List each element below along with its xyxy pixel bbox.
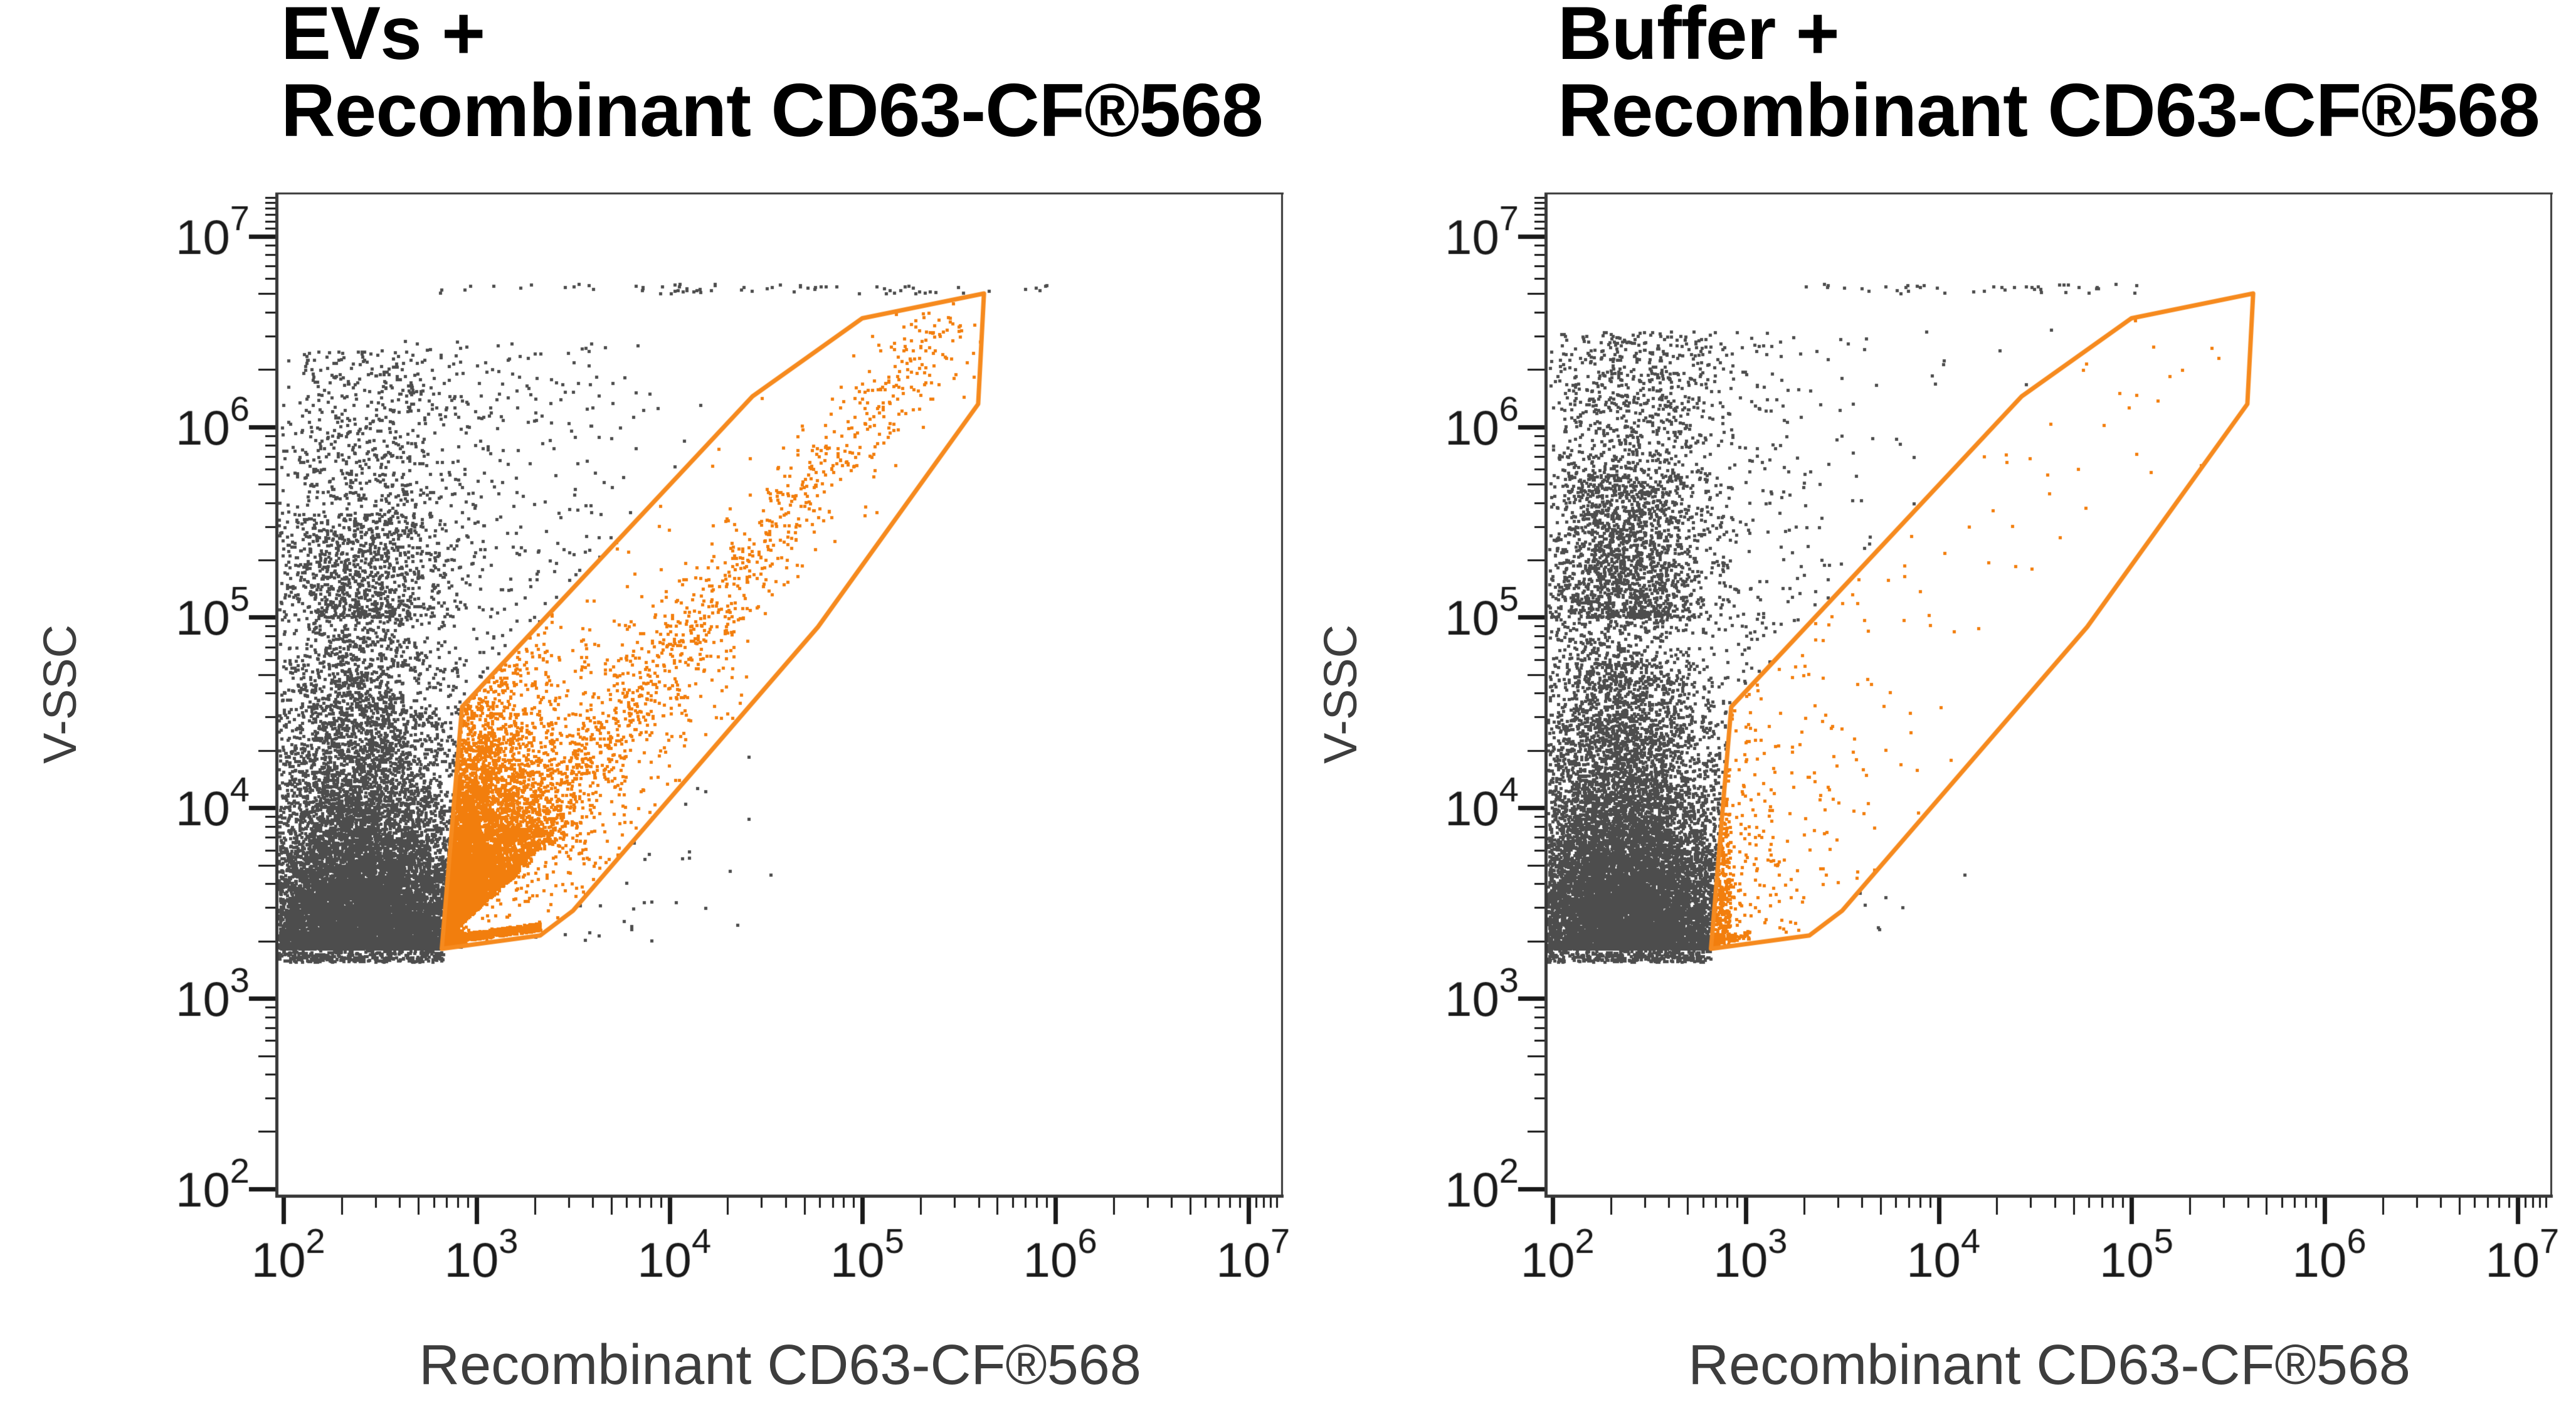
x-axis-title-buffer: Recombinant CD63-CF®568 bbox=[1688, 1334, 2410, 1397]
panel-title-buffer: Buffer + Recombinant CD63-CF®568 bbox=[1558, 0, 2540, 149]
scatter-plot-evs bbox=[113, 176, 1323, 1304]
panel-buffer: Buffer + Recombinant CD63-CF®568 V-SSC R… bbox=[1268, 0, 2576, 1426]
panel-evs: EVs + Recombinant CD63-CF®568 V-SSC Reco… bbox=[0, 0, 1323, 1426]
panel-title-evs-line2: Recombinant CD63-CF®568 bbox=[281, 68, 1264, 152]
scatter-plot-buffer bbox=[1382, 176, 2576, 1304]
panel-title-buffer-line2: Recombinant CD63-CF®568 bbox=[1558, 68, 2540, 152]
x-axis-title-evs: Recombinant CD63-CF®568 bbox=[419, 1334, 1141, 1397]
panel-title-buffer-line1: Buffer + bbox=[1558, 0, 1840, 75]
y-axis-title-evs: V-SSC bbox=[33, 624, 86, 764]
panel-title-evs-line1: EVs + bbox=[281, 0, 485, 75]
y-axis-title-buffer: V-SSC bbox=[1314, 624, 1366, 764]
panel-title-evs: EVs + Recombinant CD63-CF®568 bbox=[281, 0, 1264, 152]
